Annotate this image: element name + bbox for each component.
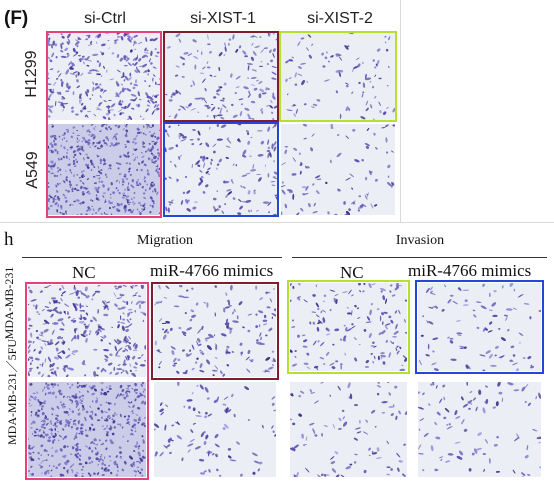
micrograph-mda-mb-231-migration-nc [28, 285, 146, 377]
sub-label-invasion-nc: NC [340, 263, 364, 282]
micrograph-mda-mb-231-invasion-nc [290, 283, 407, 371]
micrograph-a549-si-ctrl [48, 124, 160, 215]
micrograph-mda-mb-231-5fu-migration-mimics [154, 382, 276, 477]
micrograph-h1299-si-xist-2 [281, 33, 395, 120]
panel-f-right-border [400, 0, 401, 222]
group-label-migration: Migration [137, 233, 193, 248]
sub-label-invasion-mimics: miR-4766 mimics [408, 261, 532, 280]
panel-separator [0, 222, 554, 223]
micrograph-mda-mb-231-5fu-invasion-nc [290, 382, 407, 477]
invasion-rule [292, 257, 547, 258]
micrograph-mda-mb-231-migration-mimics [154, 285, 276, 377]
col-label-si-xist-2: si-XIST-2 [307, 10, 373, 27]
row-label-mda-mb-231: MDA-MB-231 [2, 266, 16, 340]
micrograph-h1299-si-xist-1 [165, 33, 277, 120]
panel-h-letter: h [4, 229, 14, 250]
sub-label-migration-mimics: miR-4766 mimics [150, 261, 274, 280]
col-label-si-ctrl: si-Ctrl [84, 10, 126, 27]
micrograph-h1299-si-ctrl [48, 33, 160, 120]
group-label-invasion: Invasion [395, 233, 445, 248]
micrograph-mda-mb-231-5fu-invasion-mimics [418, 382, 541, 477]
panel-f-letter: (F) [4, 8, 29, 29]
col-label-si-xist-1: si-XIST-1 [190, 10, 256, 27]
micrograph-mda-mb-231-invasion-mimics [418, 283, 541, 371]
sub-label-migration-nc: NC [72, 263, 96, 282]
micrograph-mda-mb-231-5fu-migration-nc [28, 382, 146, 477]
row-label-h1299: H1299 [23, 50, 40, 98]
row-label-a549: A549 [24, 151, 41, 189]
micrograph-a549-si-xist-1 [165, 124, 277, 215]
micrograph-a549-si-xist-2 [281, 124, 395, 215]
migration-rule [22, 257, 282, 258]
